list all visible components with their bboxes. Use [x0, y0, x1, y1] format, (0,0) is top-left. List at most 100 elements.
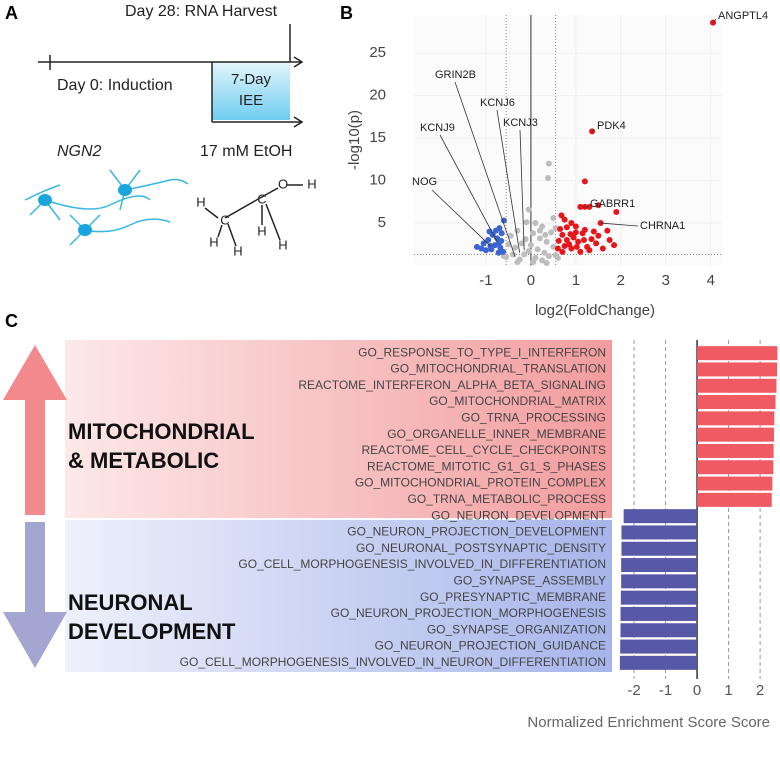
y-tick-label: 20 [369, 87, 386, 104]
point [542, 232, 548, 238]
category-label: GO_MITOCHONDRIAL_TRANSLATION [390, 362, 606, 376]
point [595, 233, 601, 239]
point [535, 246, 541, 252]
up-arrow [3, 345, 67, 515]
point [559, 249, 565, 255]
point [562, 243, 568, 249]
point [586, 247, 592, 253]
atom: H [233, 243, 242, 258]
point [591, 229, 597, 235]
category-label: GO_TRNA_PROCESSING [461, 411, 606, 425]
point [497, 245, 503, 251]
point [526, 248, 532, 254]
point [564, 224, 570, 230]
harvest-label: Day 28: RNA Harvest [125, 3, 278, 20]
category-label: GO_NEURONAL_POSTSYNAPTIC_DENSITY [356, 541, 606, 555]
treatment: 17 mM EtOH [200, 143, 292, 160]
point [611, 242, 617, 248]
atom: H [209, 234, 218, 249]
point [498, 238, 504, 244]
point [573, 229, 579, 235]
category-label: GO_CELL_MORPHOGENESIS_INVOLVED_IN_DIFFER… [238, 557, 606, 571]
induction-label: Day 0: Induction [57, 77, 173, 94]
point [607, 237, 613, 243]
point [496, 250, 502, 256]
point [574, 244, 580, 250]
bar [621, 574, 697, 588]
point [514, 259, 520, 265]
point [548, 229, 554, 235]
atom: C [220, 212, 229, 227]
point [567, 231, 573, 237]
point [568, 246, 574, 252]
point [550, 215, 556, 221]
point [558, 212, 564, 218]
point [545, 175, 551, 181]
down-arrow [3, 522, 67, 668]
category-label: REACTOME_INTERFERON_ALPHA_BETA_SIGNALING [298, 378, 606, 392]
point [582, 178, 588, 184]
point [530, 230, 536, 236]
bar [697, 493, 772, 507]
point [589, 236, 595, 242]
bar [697, 362, 777, 376]
category-label: GO_PRESYNAPTIC_MEMBRANE [420, 590, 606, 604]
group-label: DEVELOPMENT [68, 619, 236, 644]
x-tick-label: 2 [617, 272, 625, 289]
atom: H [257, 223, 266, 238]
x-tick-label: 1 [572, 272, 580, 289]
category-label: GO_TRNA_METABOLIC_PROCESS [408, 492, 607, 506]
category-label: GO_NEURON_PROJECTION_GUIDANCE [375, 639, 606, 653]
group-label: NEURONAL [68, 590, 193, 615]
point [600, 246, 606, 252]
point [546, 161, 552, 167]
category-label: GO_CELL_MORPHOGENESIS_INVOLVED_IN_NEURON… [180, 655, 606, 669]
point [582, 227, 588, 233]
iee-label: IEE [239, 92, 263, 109]
atom: H [307, 176, 316, 191]
bar [621, 623, 698, 637]
point [593, 240, 599, 246]
bar [621, 591, 697, 605]
bar [620, 640, 697, 654]
point [544, 239, 550, 245]
x-axis-label: Normalized Enrichment Score Score [527, 714, 770, 731]
point [577, 249, 583, 255]
bar [624, 509, 697, 523]
category-label: GO_NEURON_PROJECTION_MORPHOGENESIS [331, 606, 606, 620]
point [559, 232, 565, 238]
x-tick-label: -1 [659, 682, 672, 699]
point [546, 253, 552, 259]
point [528, 242, 534, 248]
y-tick-label: 25 [369, 44, 386, 61]
annotation: KCNJ3 [503, 117, 538, 129]
category-label: GO_SYNAPSE_ORGANIZATION [427, 622, 606, 636]
annotation: CHRNA1 [640, 220, 685, 232]
point [493, 228, 499, 234]
point [556, 238, 562, 244]
bar [697, 411, 774, 425]
panel-label: B [340, 3, 353, 23]
x-tick-label: -1 [479, 272, 492, 289]
x-tick-label: 4 [707, 272, 715, 289]
point [557, 226, 563, 232]
bar [621, 558, 697, 572]
point [604, 228, 610, 234]
category-label: GO_MITOCHONDRIAL_MATRIX [429, 394, 606, 408]
bar [620, 656, 697, 670]
category-label: REACTOME_CELL_CYCLE_CHECKPOINTS [361, 443, 606, 457]
atom: C [257, 191, 266, 206]
atom: H [196, 194, 205, 209]
annotation: GRIN2B [435, 69, 476, 81]
y-tick-label: 15 [369, 129, 386, 146]
group-label: & METABOLIC [68, 448, 219, 473]
point [573, 223, 579, 229]
bar [697, 428, 774, 442]
point [488, 246, 494, 252]
annotation: GABRR1 [590, 198, 635, 210]
bar [697, 395, 775, 409]
neurons [25, 170, 188, 245]
x-tick-label: 0 [693, 682, 701, 699]
point [526, 206, 532, 212]
